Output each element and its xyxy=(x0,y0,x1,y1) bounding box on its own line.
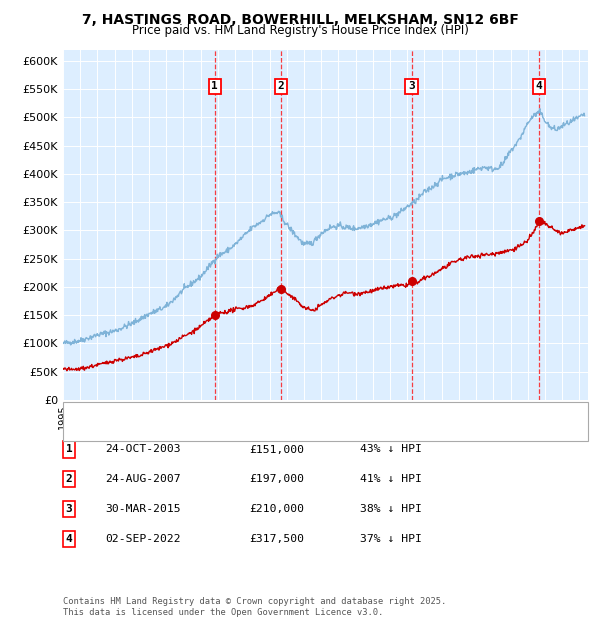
Text: 1: 1 xyxy=(211,81,218,91)
Text: £317,500: £317,500 xyxy=(249,534,304,544)
Text: 02-SEP-2022: 02-SEP-2022 xyxy=(105,534,181,544)
Text: 3: 3 xyxy=(65,504,73,514)
Text: 4: 4 xyxy=(536,81,542,91)
Text: 1: 1 xyxy=(65,445,73,454)
Text: 4: 4 xyxy=(65,534,73,544)
Text: 30-MAR-2015: 30-MAR-2015 xyxy=(105,504,181,514)
Text: Contains HM Land Registry data © Crown copyright and database right 2025.
This d: Contains HM Land Registry data © Crown c… xyxy=(63,598,446,617)
Text: 24-OCT-2003: 24-OCT-2003 xyxy=(105,445,181,454)
Text: 7, HASTINGS ROAD, BOWERHILL, MELKSHAM, SN12 6BF (detached house): 7, HASTINGS ROAD, BOWERHILL, MELKSHAM, S… xyxy=(95,409,464,419)
Text: Price paid vs. HM Land Registry's House Price Index (HPI): Price paid vs. HM Land Registry's House … xyxy=(131,24,469,37)
Text: 37% ↓ HPI: 37% ↓ HPI xyxy=(360,534,422,544)
Text: 41% ↓ HPI: 41% ↓ HPI xyxy=(360,474,422,484)
Text: £197,000: £197,000 xyxy=(249,474,304,484)
Text: 43% ↓ HPI: 43% ↓ HPI xyxy=(360,445,422,454)
Text: 38% ↓ HPI: 38% ↓ HPI xyxy=(360,504,422,514)
Text: —: — xyxy=(72,425,87,440)
Text: 24-AUG-2007: 24-AUG-2007 xyxy=(105,474,181,484)
Text: —: — xyxy=(72,406,87,421)
Text: 2: 2 xyxy=(277,81,284,91)
Text: HPI: Average price, detached house, Wiltshire: HPI: Average price, detached house, Wilt… xyxy=(95,427,323,437)
Text: 7, HASTINGS ROAD, BOWERHILL, MELKSHAM, SN12 6BF: 7, HASTINGS ROAD, BOWERHILL, MELKSHAM, S… xyxy=(82,13,518,27)
Text: 2: 2 xyxy=(65,474,73,484)
Text: £210,000: £210,000 xyxy=(249,504,304,514)
Text: 3: 3 xyxy=(408,81,415,91)
Text: £151,000: £151,000 xyxy=(249,445,304,454)
